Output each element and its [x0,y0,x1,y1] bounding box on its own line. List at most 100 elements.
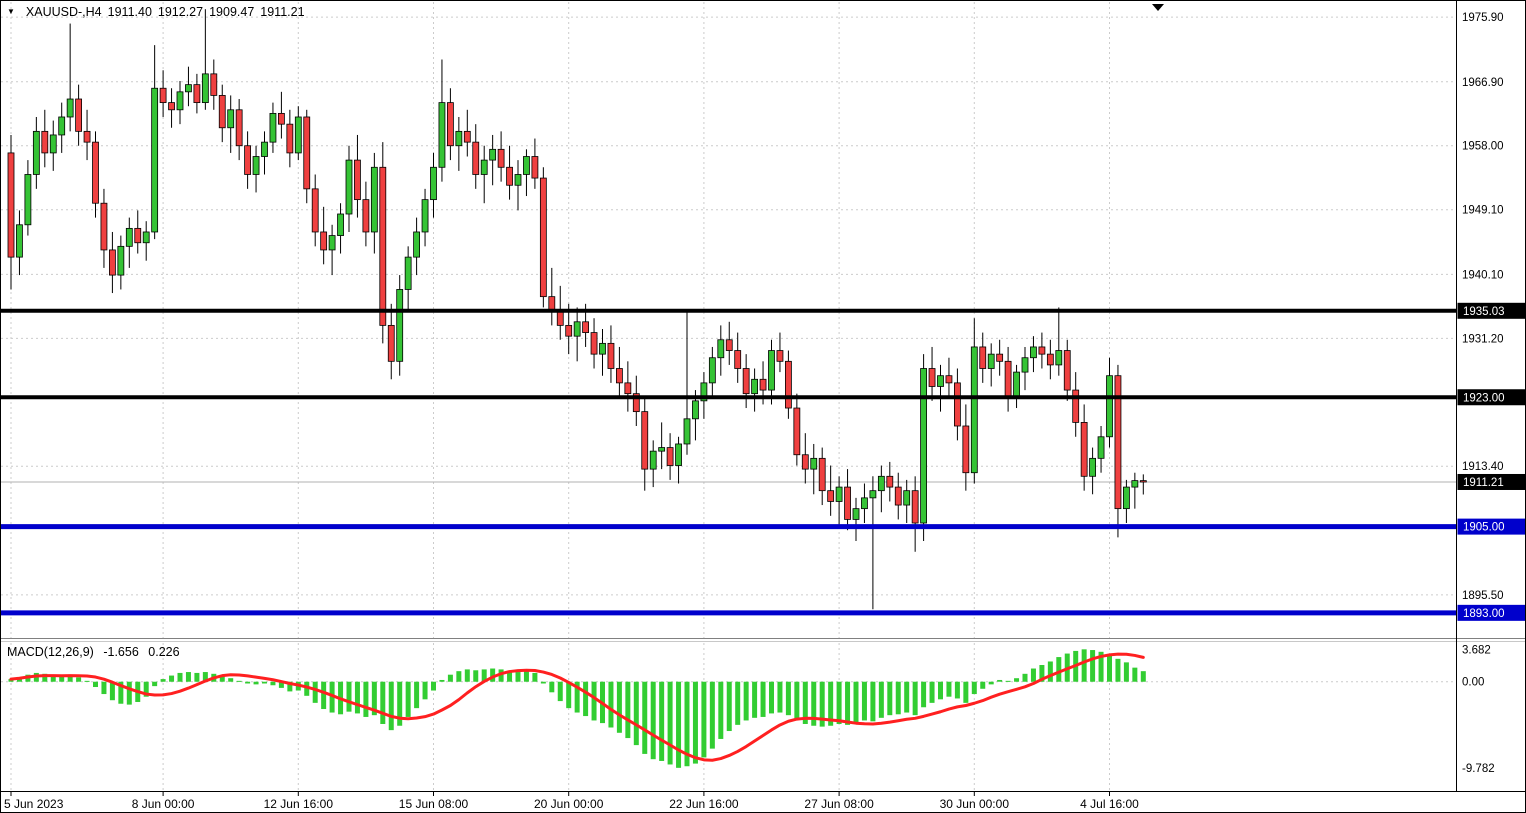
macd-bar [574,681,580,713]
candle [861,483,868,524]
time-tick-label: 8 Jun 00:00 [132,797,195,811]
candle [945,357,953,398]
price-tick-label: 1975.90 [1462,12,1504,24]
macd-bar [802,681,808,724]
candle [1063,339,1071,401]
macd-bar [228,678,234,682]
macd-bar [701,681,707,758]
macd-bar [456,671,462,682]
macd-bar [946,681,952,697]
ohlc-low-value: 1909.47 [209,5,255,19]
candle [320,206,328,265]
candle [506,145,513,200]
macd-bar [388,681,394,731]
macd-bar [921,681,927,708]
macd-bar [1047,661,1053,682]
macd-bar [397,681,403,726]
macd-bar [895,681,901,715]
macd-bar [819,681,825,727]
quick-trade-dropdown-icon[interactable]: ▼ [7,7,15,16]
symbol-period-label: XAUUSD-,H4 [25,5,102,19]
indicator-axis[interactable]: 3.682 0.00 -9.782 [1462,644,1495,775]
candle [379,142,387,344]
macd-bar [718,681,724,739]
candle [649,440,657,488]
macd-signal-line [9,652,1145,762]
candle [894,472,902,520]
candle [751,368,758,412]
macd-indicator-label: MACD(12,26,9) -1.656 0.226 [7,645,180,659]
price-line-label: 1893.00 [1457,604,1525,621]
candle [269,102,277,153]
candle [911,476,919,552]
macd-bar [752,681,758,718]
candle [24,160,32,236]
candle [624,361,632,412]
price-tick-label: 1949.10 [1462,205,1504,217]
candle [590,318,598,369]
macd-bar [439,679,445,682]
candle [539,167,547,308]
candle [962,404,970,491]
macd-bar [853,681,859,724]
macd-bar [363,681,369,717]
macd-bar [836,681,842,724]
macd-bar [50,675,56,682]
macd-bar [262,681,267,684]
candle [235,99,243,161]
candle [472,124,480,189]
candle [286,109,294,168]
macd-bar [473,670,479,682]
candle [717,325,725,376]
candle [92,131,99,218]
time-axis[interactable]: 5 Jun 2023 8 Jun 00:00 12 Jun 16:00 15 Jun … [4,792,1139,811]
macd-bar [490,668,496,682]
candle [599,328,606,376]
candle [844,469,851,531]
macd-bar [253,681,259,685]
macd-bar [769,681,774,714]
candle [1097,426,1105,473]
macd-bar [447,674,453,682]
macd-bar [1132,667,1138,682]
macd-bar [371,681,377,716]
candle [835,476,843,527]
candle [1046,339,1054,380]
macd-bar [1022,673,1028,682]
macd-bar [532,672,538,682]
candle [852,497,860,541]
candle [1055,307,1063,376]
ohlc-high-value: 1912.27 [157,5,204,19]
macd-bar [109,681,115,701]
candle [337,203,344,254]
candle [768,339,775,405]
chart-shift-marker[interactable] [1152,4,1164,11]
macd-bar [878,681,884,718]
macd-bar [118,681,124,704]
macd-bar [971,681,977,695]
candle [134,210,142,254]
candle [387,303,395,380]
candle [785,350,792,419]
macd-bar [591,681,597,721]
macd-bar [101,681,107,695]
candle [362,181,370,247]
candle [413,217,421,276]
candle [954,368,961,441]
candle [396,275,404,376]
candle [176,81,184,125]
macd-bar [380,681,386,724]
candle [937,364,944,412]
candle [675,436,682,484]
macd-bar [177,672,183,682]
macd-bar [642,681,648,754]
svg-text:1911.21: 1911.21 [1463,477,1504,489]
svg-text:1905.00: 1905.00 [1463,522,1505,534]
macd-bar [794,681,800,720]
candle [514,160,522,211]
candle [404,246,412,312]
macd-bar [42,673,48,682]
candle [1114,364,1122,538]
price-axis[interactable]: 1975.90 1966.90 1958.00 1949.10 1940.10 1931.… [1462,12,1504,602]
